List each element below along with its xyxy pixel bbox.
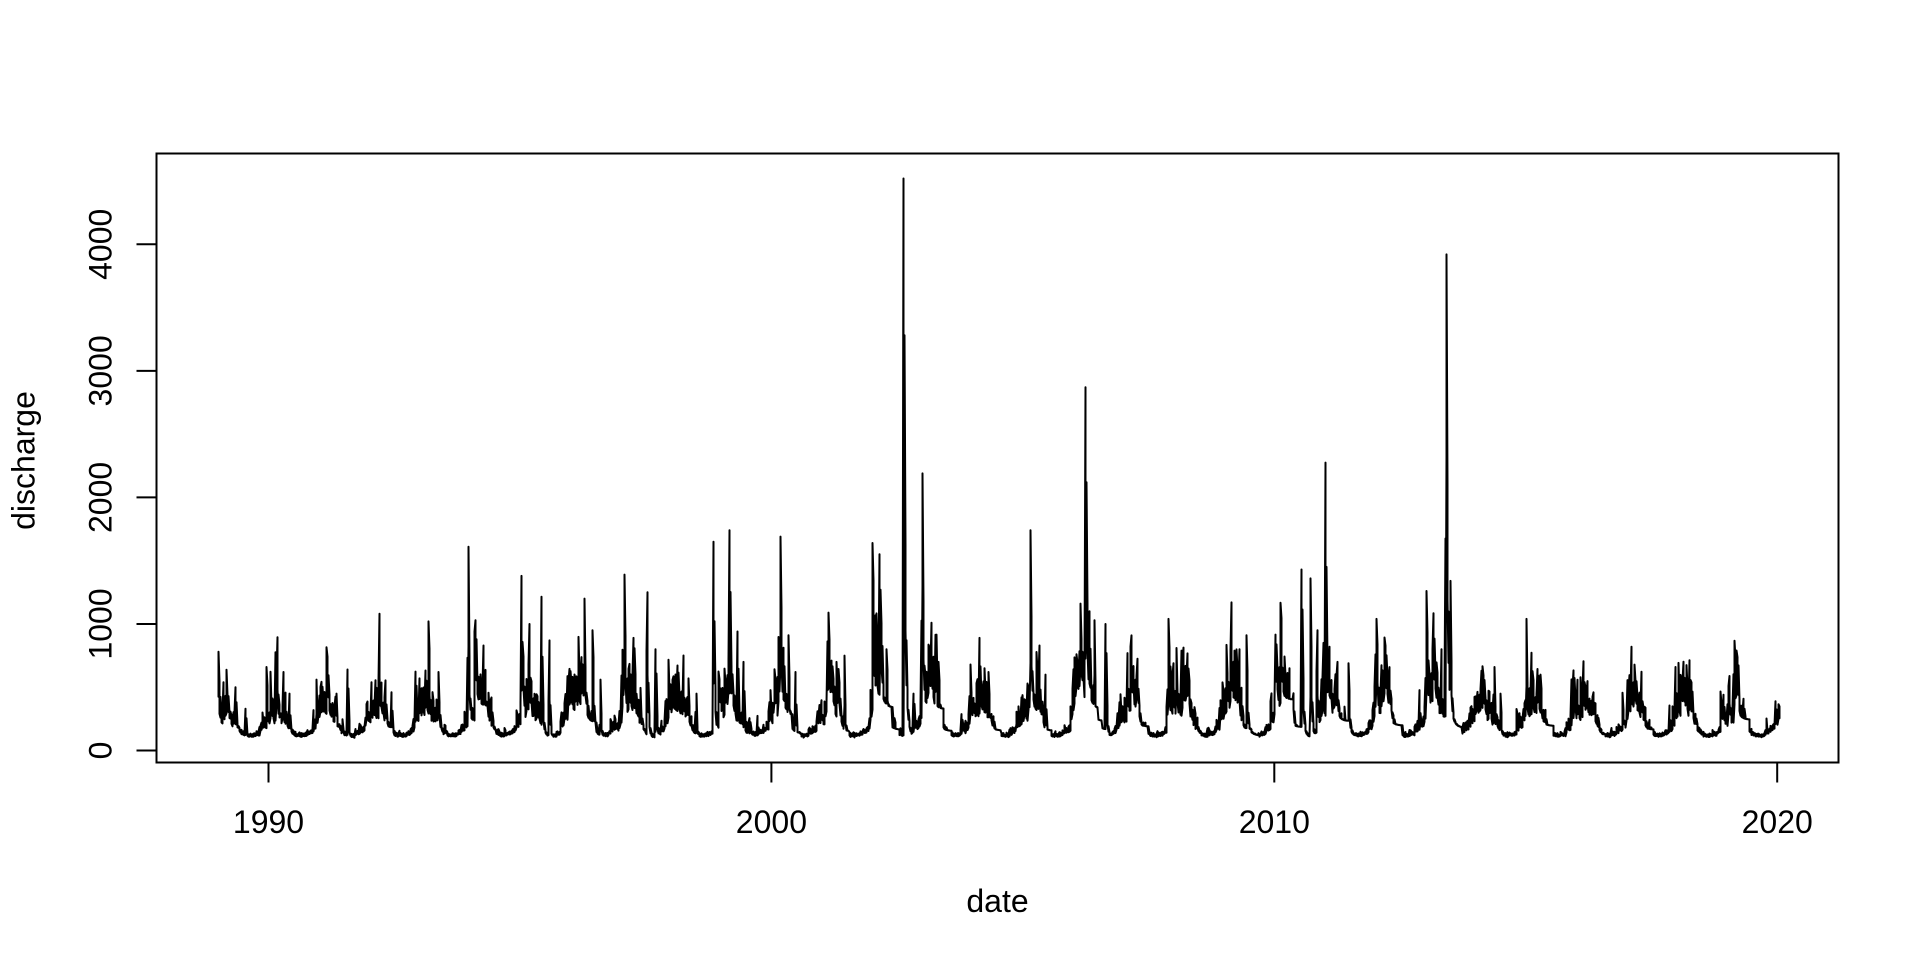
- svg-text:discharge: discharge: [6, 391, 42, 530]
- svg-text:2010: 2010: [1239, 804, 1310, 840]
- svg-text:4000: 4000: [83, 209, 119, 280]
- svg-text:1000: 1000: [83, 588, 119, 659]
- svg-text:date: date: [966, 883, 1028, 919]
- svg-text:2000: 2000: [83, 462, 119, 533]
- svg-text:2000: 2000: [736, 804, 807, 840]
- svg-text:0: 0: [83, 742, 119, 760]
- svg-text:2020: 2020: [1742, 804, 1813, 840]
- svg-text:1990: 1990: [233, 804, 304, 840]
- svg-text:3000: 3000: [83, 335, 119, 406]
